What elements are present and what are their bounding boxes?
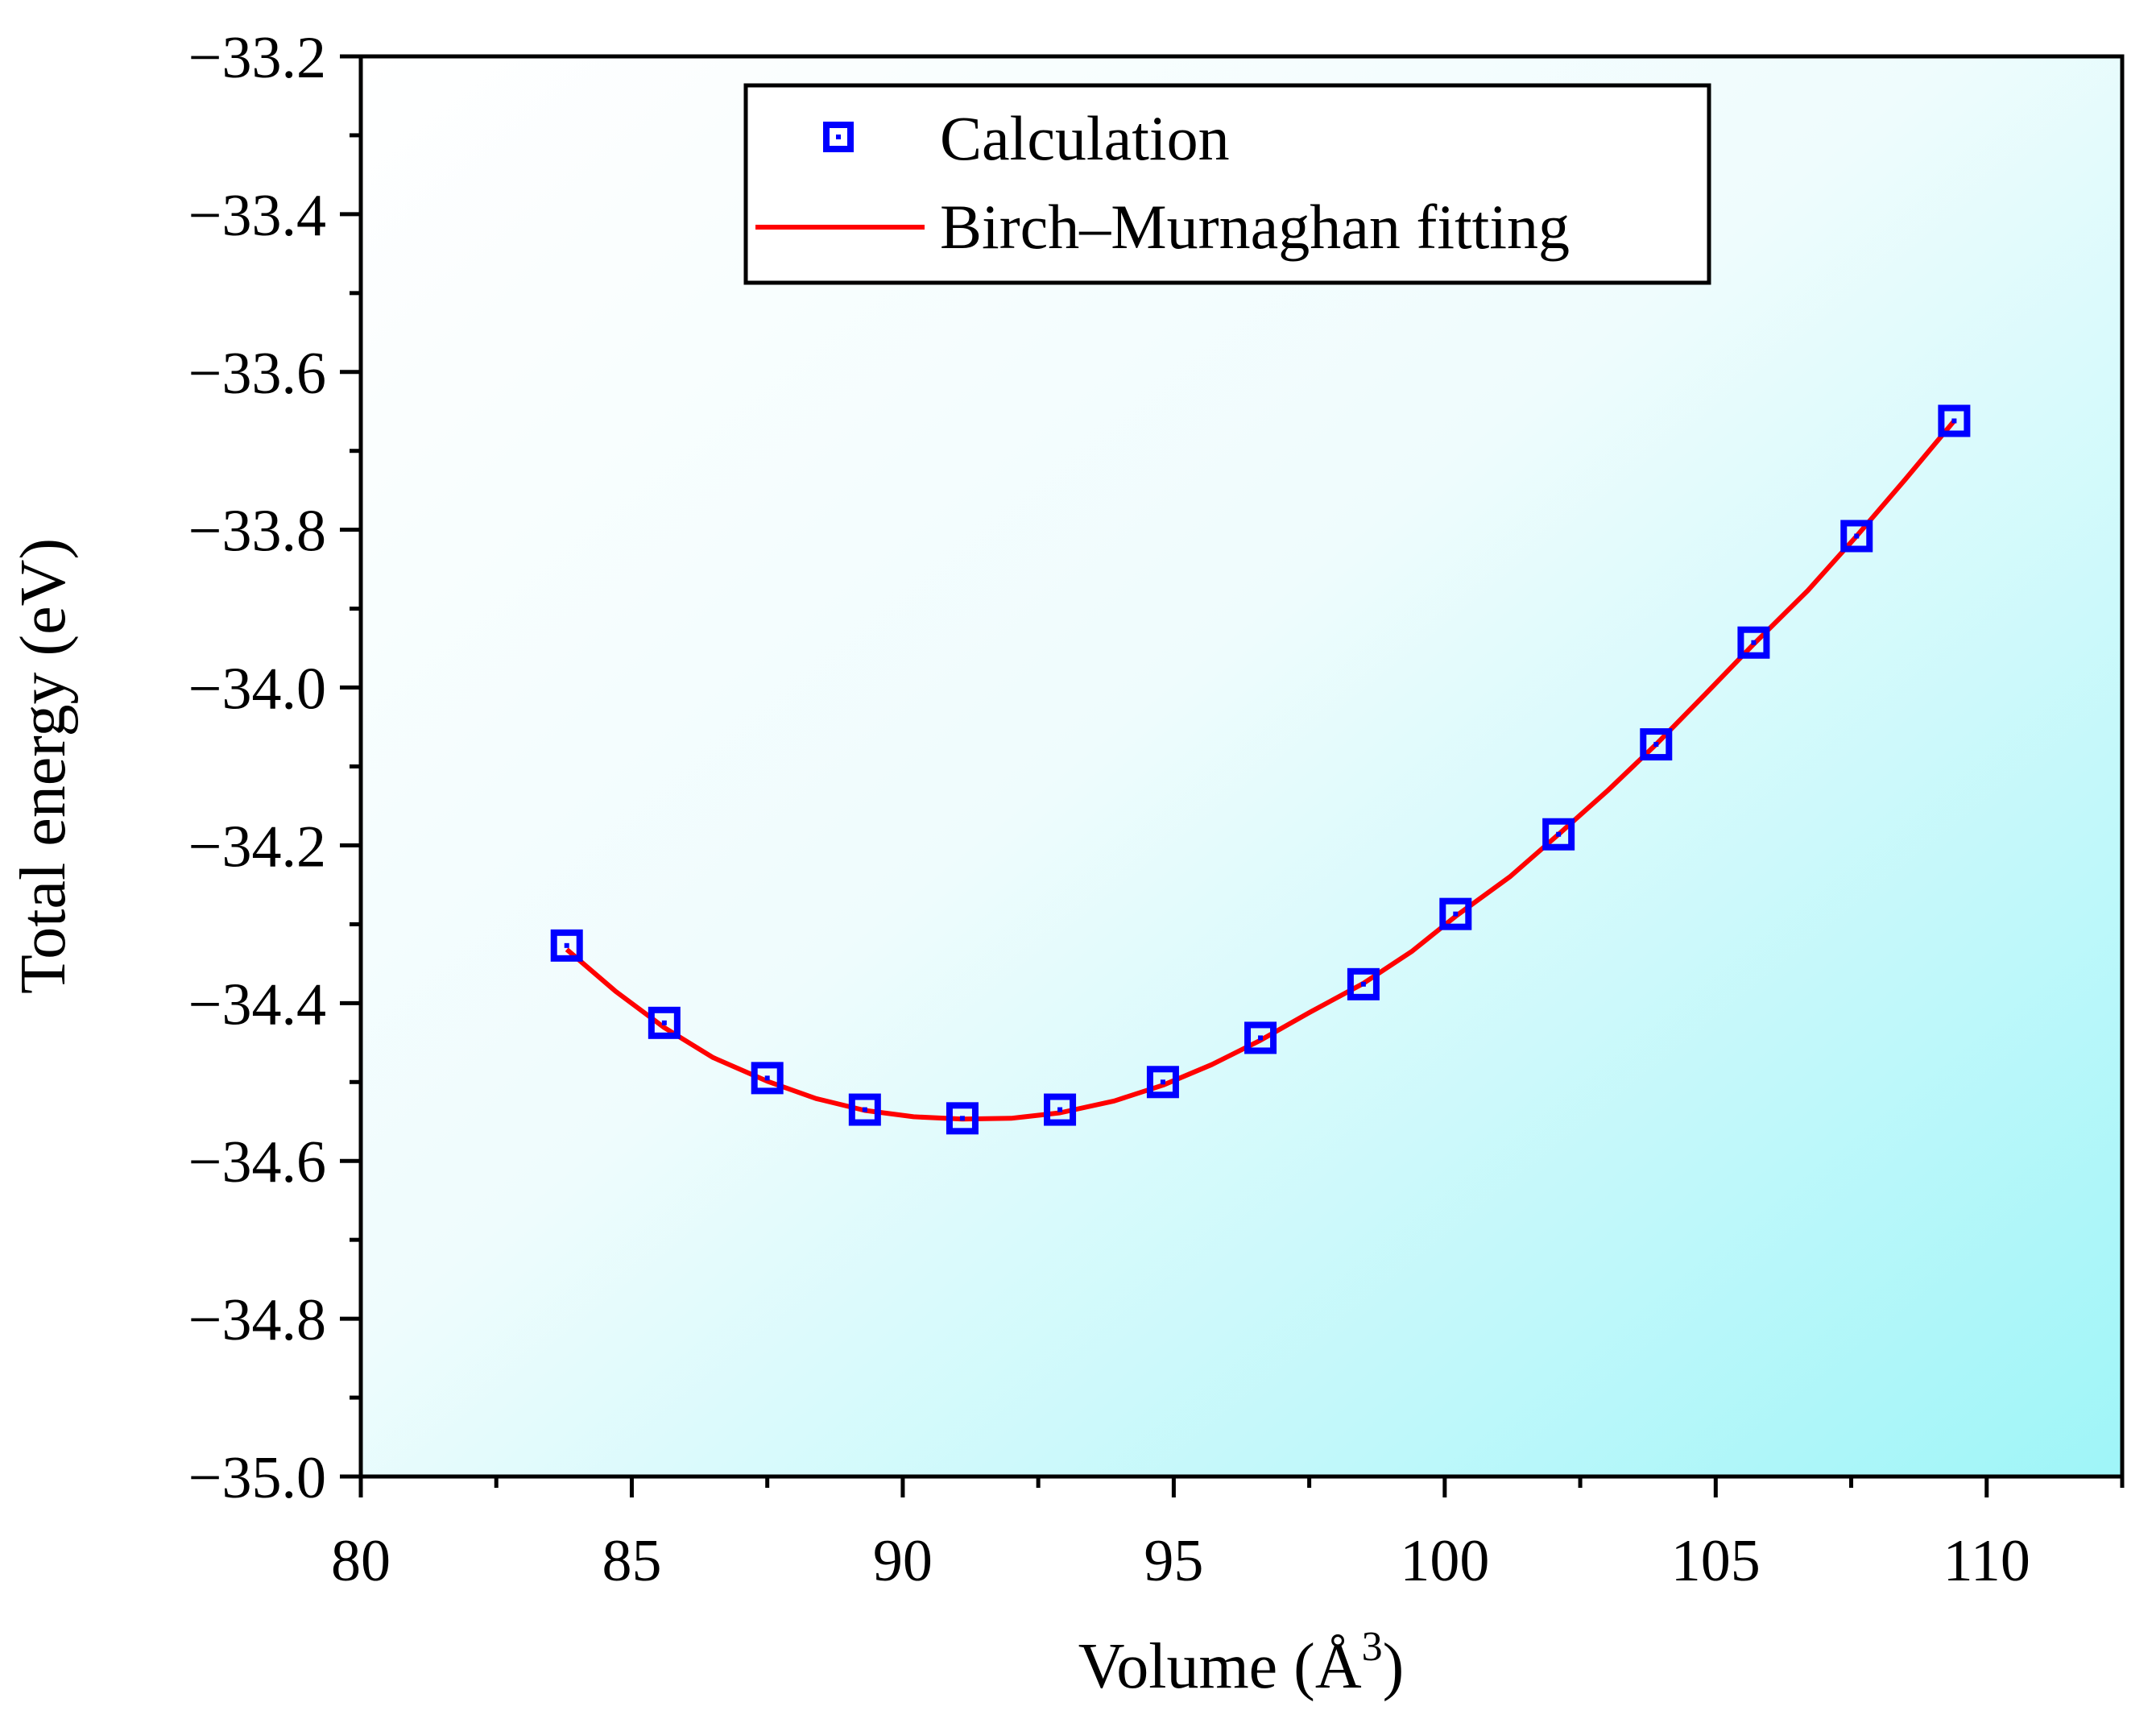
- calculation-point-center: [959, 1116, 965, 1121]
- calculation-point: [1439, 897, 1472, 930]
- x-tick-label: 85: [602, 1528, 661, 1594]
- calculation-point: [1840, 520, 1873, 553]
- y-tick-labels: −35.0 −34.8 −34.6 −34.4 −34.2 −34.0 −33.8 −33.6…: [188, 25, 326, 1511]
- calculation-point-center: [1751, 640, 1757, 645]
- axis-ticks: [340, 54, 2125, 1497]
- series-layer: [550, 404, 1971, 1135]
- calculation-point-center: [564, 942, 569, 948]
- x-tick-label: 100: [1400, 1528, 1489, 1594]
- calculation-point: [1542, 818, 1575, 851]
- y-tick-label: −34.8: [188, 1287, 326, 1353]
- y-tick-label: −33.4: [188, 183, 326, 249]
- calculation-point-center: [1854, 533, 1860, 539]
- y-tick-label: −34.4: [188, 971, 326, 1038]
- legend-box: [743, 83, 1711, 285]
- calculation-point: [848, 1093, 881, 1126]
- calculation-point: [1146, 1066, 1179, 1099]
- y-tick-label: −34.6: [188, 1129, 326, 1195]
- calculation-point: [1737, 626, 1770, 659]
- x-tick-labels: 80 85 90 95 100 105 110: [331, 1528, 2030, 1594]
- y-tick-label: −34.2: [188, 814, 326, 880]
- x-tick-label: 105: [1671, 1528, 1761, 1594]
- calculation-point: [1044, 1093, 1077, 1126]
- x-tick-label: 80: [331, 1528, 391, 1594]
- calculation-point-center: [1360, 981, 1366, 987]
- x-tick-label: 95: [1144, 1528, 1203, 1594]
- legend-marker-calculation: [823, 122, 854, 152]
- calculation-point-center: [1057, 1107, 1063, 1112]
- calculation-point-center: [1258, 1035, 1264, 1041]
- calculation-point: [1938, 404, 1971, 437]
- plot-frame: [358, 54, 2125, 1479]
- y-tick-label: −33.6: [188, 341, 326, 407]
- x-tick-label: 90: [873, 1528, 933, 1594]
- calculation-point-center: [1951, 418, 1957, 424]
- x-axis-title: Volume (Å3): [1078, 1624, 1404, 1702]
- calculation-point: [751, 1062, 784, 1095]
- calculation-point: [648, 1006, 681, 1039]
- calculation-point-center: [1653, 742, 1659, 748]
- y-tick-label: −33.2: [188, 25, 326, 91]
- y-tick-label: −35.0: [188, 1445, 326, 1511]
- y-axis-title: Total energy (eV): [8, 538, 79, 994]
- calculation-point-center: [862, 1107, 867, 1112]
- legend-label-calculation: Calculation: [940, 103, 1230, 173]
- plot-background: [361, 56, 2122, 1477]
- calculation-point-center: [661, 1020, 667, 1025]
- calculation-point-center: [1160, 1079, 1165, 1085]
- x-tick-label: 110: [1943, 1528, 2030, 1594]
- legend: Calculation Birch–Murnaghan fitting: [743, 83, 1711, 285]
- calculation-point-center: [1453, 911, 1459, 917]
- legend-marker-center: [836, 135, 841, 139]
- calculation-point: [946, 1102, 979, 1135]
- calculation-point-center: [764, 1075, 770, 1081]
- x-axis-title-superscript: 3: [1362, 1624, 1383, 1670]
- calculation-point-center: [1556, 831, 1562, 837]
- y-tick-label: −34.0: [188, 656, 326, 723]
- y-tick-label: −33.8: [188, 499, 326, 565]
- calculation-point: [1640, 728, 1673, 761]
- calculation-point: [1347, 967, 1380, 1000]
- calculation-point: [550, 929, 583, 962]
- legend-label-fitting: Birch–Murnaghan fitting: [940, 192, 1570, 262]
- calculation-point: [1244, 1021, 1277, 1054]
